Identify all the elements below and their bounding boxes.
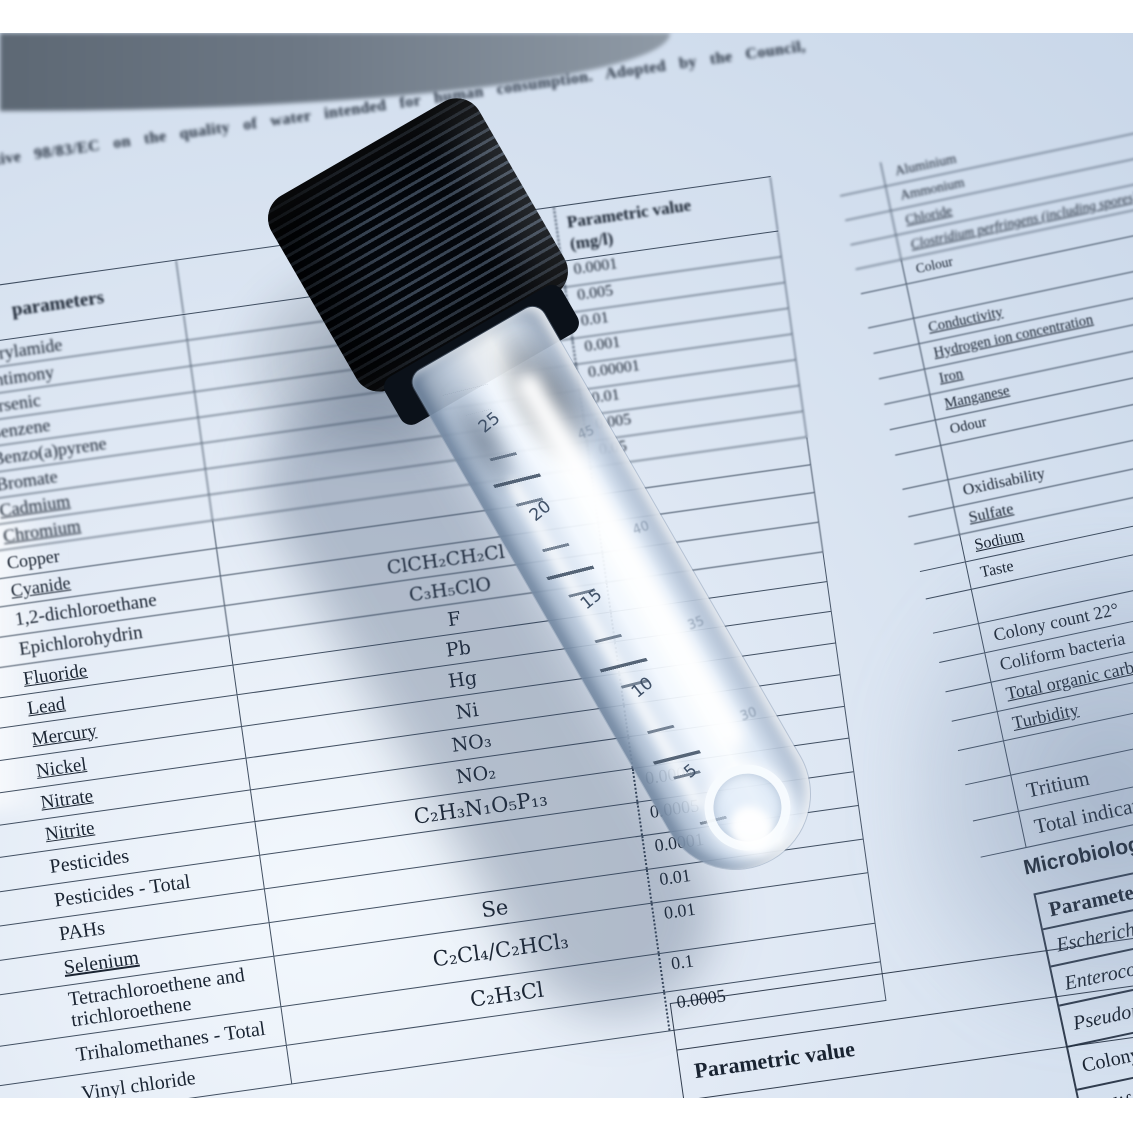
- graduation-number-back: 40: [630, 518, 652, 539]
- photo-bottom-margin: [0, 1098, 1133, 1133]
- graduation-number-back: 35: [685, 613, 707, 634]
- paper-fold-highlight: [0, 510, 55, 810]
- value-header-line2: (mg/l): [568, 228, 615, 253]
- value-header-line1: Parametric value: [565, 195, 693, 232]
- photo-top-margin: [0, 0, 1133, 33]
- graduation-number-back: 30: [738, 704, 760, 725]
